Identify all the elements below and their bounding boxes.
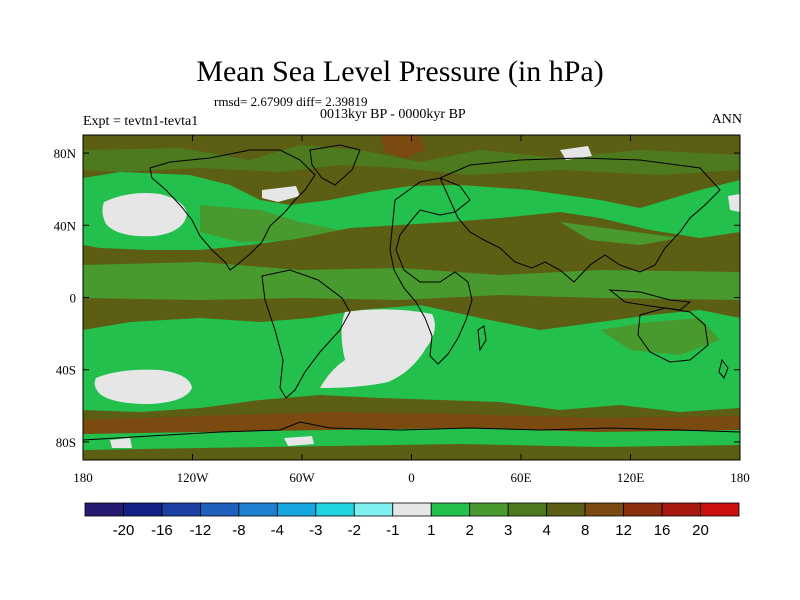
colorbar-swatch	[161, 502, 201, 517]
colorbar-label: 8	[581, 522, 589, 539]
field-region	[320, 309, 435, 388]
colorbar-label: 16	[654, 522, 671, 539]
lon-tick-label: 60W	[289, 470, 315, 485]
colorbar-swatch	[200, 502, 240, 517]
lat-tick-label: 0	[70, 291, 77, 306]
coastline	[261, 269, 351, 399]
latitude-axis: 80N 40N 0 40S 80S	[54, 146, 740, 450]
field-region	[83, 262, 740, 300]
coastline	[439, 157, 721, 283]
colorbar-swatch	[238, 502, 278, 517]
colorbar-swatch	[430, 502, 471, 517]
period-annotation: 0013kyr BP - 0000kyr BP	[320, 107, 466, 122]
colorbar-swatch	[507, 502, 548, 517]
field-region	[110, 438, 132, 448]
colorbar-label: -8	[232, 522, 245, 539]
colorbar-swatch	[276, 502, 317, 517]
colorbar-swatch	[546, 502, 586, 517]
coastline	[83, 421, 740, 441]
field-region	[728, 194, 740, 212]
lat-tick-label: 80S	[56, 435, 76, 450]
colorbar-swatch	[661, 502, 701, 517]
field-region	[560, 222, 680, 245]
colorbar-label: 1	[427, 522, 435, 539]
colorbar: -20 -16 -12 -8 -4 -3 -2 -1 1 2 3 4 8 12 16 20	[84, 502, 740, 539]
coastline	[637, 307, 709, 363]
colorbar-label: 12	[615, 522, 632, 539]
colorbar-swatch	[353, 502, 394, 517]
colorbar-label: 3	[504, 522, 512, 539]
lat-tick-label: 40N	[54, 218, 77, 233]
coastline	[608, 289, 692, 311]
colorbar-label: -12	[190, 522, 212, 539]
colorbar-swatch	[123, 502, 163, 517]
colorbar-label: -16	[151, 522, 173, 539]
field-region	[262, 186, 300, 202]
lat-tick-label: 40S	[56, 363, 76, 378]
field-region	[600, 318, 720, 355]
coastline	[309, 144, 361, 186]
plot-title: Mean Sea Level Pressure (in hPa)	[196, 55, 604, 88]
coastline	[477, 325, 487, 352]
lon-tick-label: 60E	[511, 470, 532, 485]
lon-tick-label: 180	[730, 470, 750, 485]
lon-tick-label: 180	[73, 470, 93, 485]
lon-tick-label: 120E	[617, 470, 645, 485]
coastline	[389, 177, 473, 365]
lat-tick-label: 80N	[54, 146, 77, 161]
colorbar-label: -2	[348, 522, 361, 539]
field-region	[200, 205, 340, 242]
season-annotation: ANN	[711, 112, 742, 127]
colorbar-swatch	[584, 502, 624, 517]
lon-tick-label: 0	[408, 470, 415, 485]
colorbar-swatch	[700, 502, 740, 517]
colorbar-swatch	[469, 502, 509, 517]
colorbar-swatch	[84, 502, 124, 517]
field-region	[83, 428, 740, 450]
colorbar-label: -4	[271, 522, 284, 539]
map-field	[83, 135, 740, 460]
experiment-annotation: Expt = tevtn1-tevta1	[83, 114, 199, 129]
field-region	[94, 369, 192, 404]
colorbar-label: -1	[386, 522, 399, 539]
field-region	[83, 145, 740, 175]
colorbar-swatch	[392, 502, 432, 517]
colorbar-label: 4	[542, 522, 550, 539]
colorbar-label: 20	[692, 522, 709, 539]
field-region	[284, 436, 314, 446]
coastline	[718, 358, 729, 379]
field-region	[560, 146, 592, 160]
colorbar-swatch	[315, 502, 355, 517]
colorbar-label: -3	[309, 522, 322, 539]
lon-tick-label: 120W	[177, 470, 210, 485]
colorbar-label: -20	[113, 522, 135, 539]
colorbar-swatch	[623, 502, 663, 517]
coastline	[149, 149, 316, 271]
stats-annotation: rmsd= 2.67909 diff= 2.39819	[214, 94, 368, 109]
field-region	[102, 193, 187, 237]
colorbar-label: 2	[466, 522, 474, 539]
coastlines	[83, 144, 740, 441]
field-region	[380, 135, 425, 158]
longitude-axis: 180 120W 60W 0 60E 120E 180	[73, 135, 750, 485]
